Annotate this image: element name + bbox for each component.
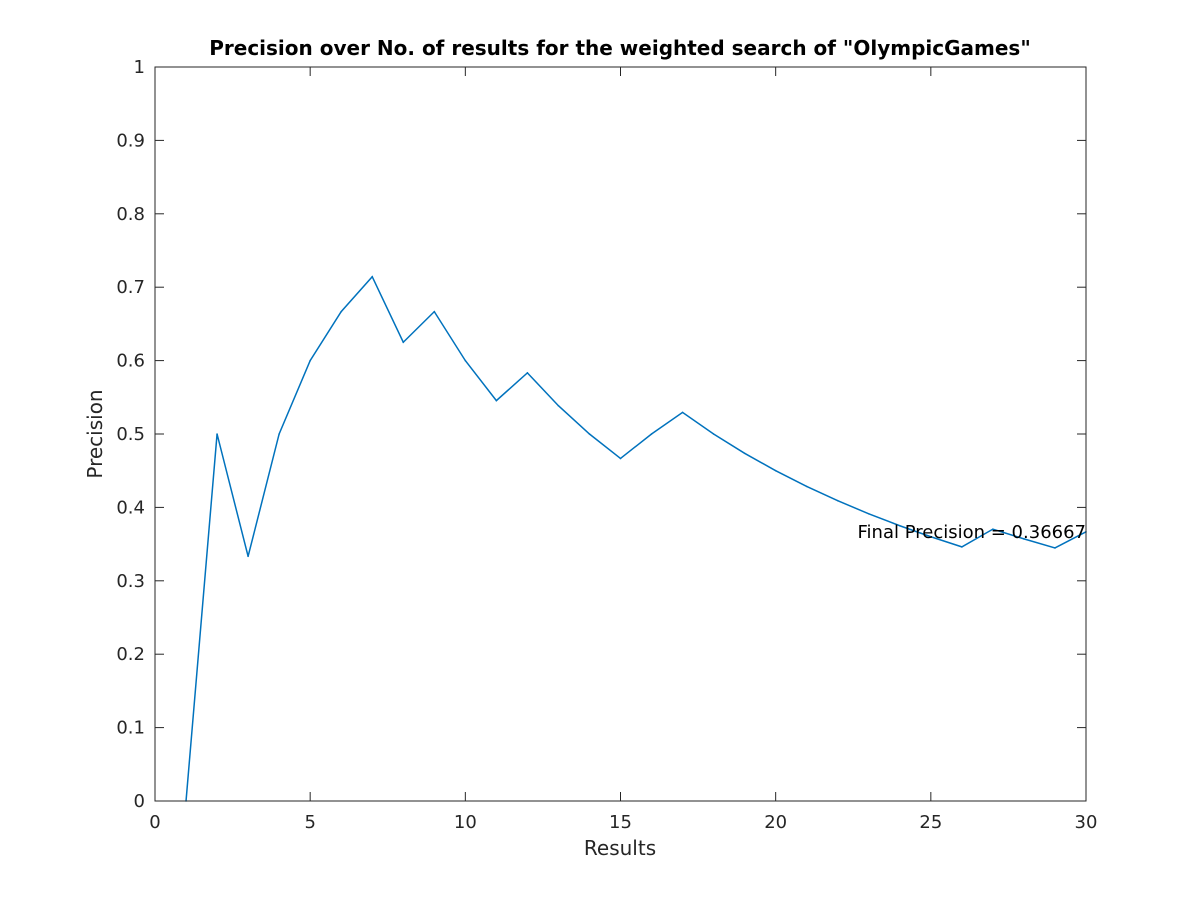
data-point	[1023, 538, 1025, 540]
data-point	[371, 275, 374, 278]
data-point	[619, 457, 622, 460]
x-tick-label: 20	[764, 812, 787, 833]
data-point	[309, 359, 311, 362]
data-point	[899, 524, 901, 527]
tick-labels: 0 5 10 15 20 25 30 0 0.1 0.2 0.3 0.4 0.5 0.6 0.7 0.8 0.9…	[116, 57, 1097, 833]
x-tick-label: 25	[919, 812, 942, 833]
data-point	[961, 546, 963, 548]
x-tick-label: 0	[149, 812, 160, 833]
y-tick-label: 1	[134, 57, 145, 78]
data-point	[774, 469, 777, 472]
data-point	[340, 310, 343, 313]
data-point	[526, 372, 529, 374]
data-point	[930, 535, 932, 538]
y-tick-label: 0.6	[116, 351, 145, 372]
data-point	[464, 359, 467, 362]
final-precision-annotation: Final Precision = 0.36667	[858, 522, 1086, 543]
axes-box	[154, 66, 1087, 802]
data-point	[992, 528, 994, 530]
y-tick-label: 0.4	[116, 497, 145, 518]
y-tick-label: 0.3	[116, 571, 145, 592]
series-group	[185, 275, 1087, 802]
data-point	[588, 433, 591, 435]
data-point	[805, 485, 808, 488]
y-tick-label: 0.2	[116, 644, 145, 665]
chart-title: Precision over No. of results for the we…	[209, 36, 1031, 60]
data-point	[433, 310, 436, 313]
data-point	[278, 433, 280, 435]
y-tick-label: 0.8	[116, 204, 145, 225]
y-tick-label: 0.1	[116, 718, 145, 739]
x-axis-label: Results	[584, 836, 656, 860]
data-point	[247, 555, 249, 558]
x-tick-label: 30	[1075, 812, 1098, 833]
data-point	[495, 399, 498, 402]
plot-area	[155, 67, 1086, 801]
x-tick-label: 10	[454, 812, 477, 833]
y-tick-label: 0.9	[116, 130, 145, 151]
data-point	[557, 404, 560, 407]
data-point	[867, 512, 870, 515]
x-tick-label: 15	[609, 812, 632, 833]
data-point	[1054, 547, 1056, 549]
data-point	[681, 411, 684, 414]
data-point	[836, 499, 839, 502]
series-line	[185, 275, 1087, 802]
data-point	[650, 433, 653, 435]
x-tick-label: 5	[304, 812, 315, 833]
y-axis-label: Precision	[83, 389, 107, 478]
data-point	[743, 452, 746, 455]
y-tick-label: 0.5	[116, 424, 145, 445]
data-point	[712, 433, 715, 435]
data-point	[216, 433, 218, 435]
data-point	[402, 341, 405, 344]
y-tick-label: 0	[134, 791, 145, 812]
y-tick-label: 0.7	[116, 277, 145, 298]
